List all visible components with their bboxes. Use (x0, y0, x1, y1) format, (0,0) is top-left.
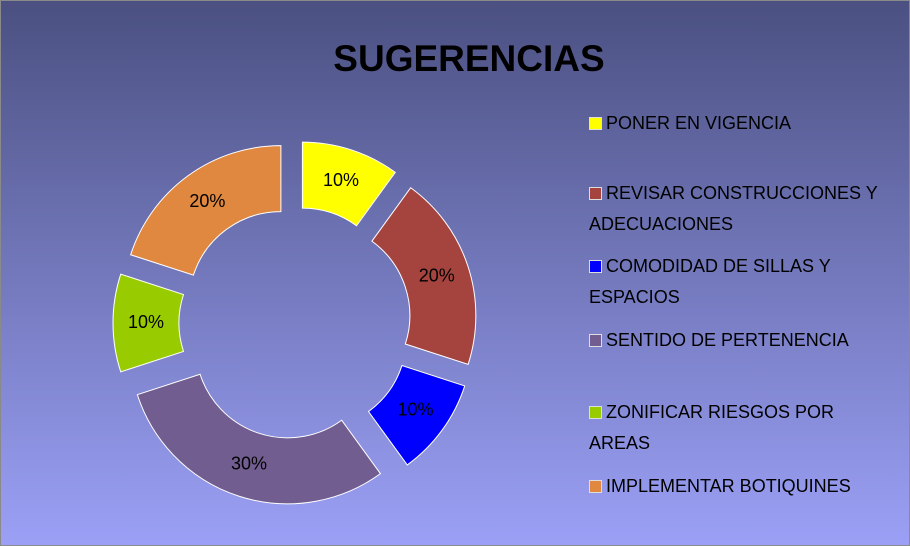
legend-swatch (589, 117, 602, 130)
slice (367, 364, 466, 466)
legend-swatch (589, 260, 602, 273)
legend-swatch (589, 187, 602, 200)
legend-swatch (589, 334, 602, 347)
legend-item: ZONIFICAR RIESGOS POR AREAS (589, 397, 889, 459)
legend-label: IMPLEMENTAR BOTIQUINES (606, 476, 851, 496)
data-label: 20% (189, 191, 225, 211)
slice (371, 187, 477, 366)
data-label: 20% (419, 266, 455, 286)
legend-item: SENTIDO DE PERTENENCIA (589, 325, 889, 356)
legend-label: PONER EN VIGENCIA (606, 113, 792, 133)
data-label: 30% (231, 453, 267, 473)
legend-item: COMODIDAD DE SILLAS Y ESPACIOS (589, 251, 889, 313)
legend-item: PONER EN VIGENCIA (589, 108, 889, 139)
legend-label: COMODIDAD DE SILLAS Y ESPACIOS (589, 256, 831, 307)
slice (301, 141, 396, 227)
legend-swatch (589, 480, 602, 493)
slice (136, 373, 382, 505)
legend-label: SENTIDO DE PERTENENCIA (606, 330, 849, 350)
data-label: 10% (398, 399, 434, 419)
data-label: 10% (323, 170, 359, 190)
legend-swatch (589, 406, 602, 419)
chart-title: SUGERENCIAS (333, 38, 604, 79)
legend-item: IMPLEMENTAR BOTIQUINES (589, 471, 889, 502)
slice (112, 273, 185, 373)
data-label: 10% (128, 312, 164, 332)
legend-label: REVISAR CONSTRUCCIONES Y ADECUACIONES (589, 183, 878, 234)
legend-label: ZONIFICAR RIESGOS POR AREAS (589, 402, 835, 453)
slice (129, 145, 282, 276)
legend-item: REVISAR CONSTRUCCIONES Y ADECUACIONES (589, 178, 889, 240)
